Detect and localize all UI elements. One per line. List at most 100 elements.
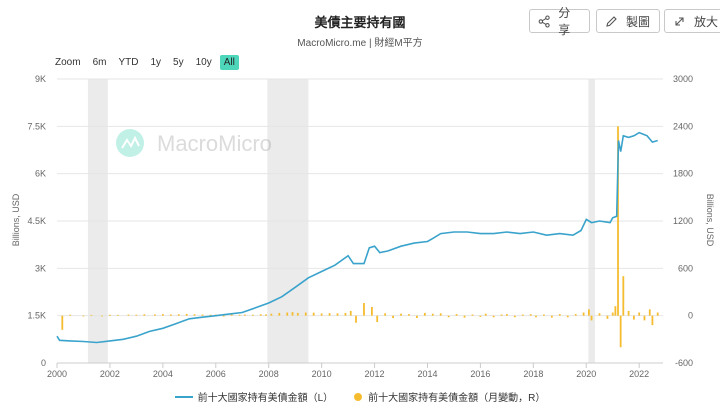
- bar: [529, 314, 532, 316]
- y-right-tick-label: 1800: [673, 169, 693, 179]
- bar: [251, 314, 254, 316]
- y-right-tick-label: 1200: [673, 216, 693, 226]
- zoom-10y[interactable]: 10y: [195, 57, 212, 68]
- bar: [185, 313, 188, 316]
- bar: [606, 315, 609, 319]
- bar: [243, 314, 246, 316]
- bar: [312, 312, 315, 316]
- macromicro-logo-icon: [116, 129, 144, 157]
- y-left-tick-label: 3K: [35, 263, 46, 273]
- zoom-6m[interactable]: 6m: [92, 57, 107, 68]
- y-left-tick-label: 6K: [35, 169, 46, 179]
- bar: [109, 314, 111, 316]
- bar: [656, 312, 659, 316]
- bar: [135, 314, 138, 316]
- x-tick-label: 2000: [47, 369, 67, 379]
- bar: [638, 312, 641, 316]
- bar: [574, 314, 577, 316]
- bar: [611, 312, 614, 316]
- pencil-icon: [606, 15, 617, 27]
- x-tick-label: 2018: [523, 369, 543, 379]
- y-right-tick-label: 3000: [673, 74, 693, 84]
- bar: [291, 312, 294, 316]
- bar: [278, 312, 281, 316]
- draw-label: 製圖: [626, 14, 651, 29]
- x-tick-label: 2004: [153, 369, 173, 379]
- y-right-tick-label: 0: [688, 311, 693, 321]
- bar: [622, 276, 625, 316]
- zoom-1y[interactable]: 1y: [150, 57, 162, 68]
- bar: [222, 315, 225, 317]
- y-left-tick-label: 7.5K: [27, 121, 46, 131]
- x-tick-label: 2012: [365, 369, 385, 379]
- bar: [265, 314, 267, 316]
- expand-icon: [675, 16, 684, 26]
- bar: [238, 314, 241, 316]
- bar: [423, 312, 426, 316]
- bar: [349, 310, 352, 316]
- bar: [627, 310, 630, 316]
- bar: [543, 314, 545, 316]
- bar: [371, 306, 373, 316]
- bar: [336, 313, 339, 316]
- y-left-tick-label: 0: [41, 358, 46, 368]
- bar: [209, 314, 212, 316]
- x-tick-label: 2006: [206, 369, 226, 379]
- bar: [154, 314, 156, 316]
- legend-item-line[interactable]: 前十大國家持有美債金額（L）: [174, 389, 334, 404]
- bar-series: [61, 126, 659, 348]
- bar: [598, 313, 601, 316]
- zoom-ytd[interactable]: YTD: [118, 57, 139, 68]
- bar: [643, 315, 646, 321]
- bar: [143, 314, 146, 316]
- bar: [161, 314, 164, 316]
- bar: [90, 314, 93, 316]
- bar: [550, 315, 553, 318]
- bar: [632, 315, 635, 320]
- y-axis-left-label: Billions, USD: [11, 193, 21, 246]
- bar: [648, 309, 651, 316]
- expand-button[interactable]: 放大: [664, 9, 720, 33]
- share-button[interactable]: 分享: [529, 6, 590, 37]
- bar: [363, 303, 365, 316]
- bar: [590, 315, 593, 321]
- bar: [492, 315, 495, 318]
- zoom-5y[interactable]: 5y: [173, 57, 184, 68]
- x-tick-label: 2002: [100, 369, 120, 379]
- legend-label-bar: 前十大國家持有美債金額（月變動，R）: [368, 393, 546, 404]
- bar: [376, 315, 379, 322]
- bar: [566, 315, 569, 318]
- x-tick-label: 2010: [312, 369, 332, 379]
- legend-label-line: 前十大國家持有美債金額（L）: [197, 393, 334, 404]
- y-right-tick-label: -600: [675, 358, 693, 368]
- draw-button[interactable]: 製圖: [596, 9, 660, 33]
- bar: [320, 313, 323, 316]
- bar: [471, 314, 474, 316]
- bar: [201, 314, 204, 316]
- bar: [101, 315, 103, 317]
- bar: [230, 314, 233, 316]
- bar: [286, 312, 289, 316]
- expand-label: 放大: [694, 14, 719, 29]
- y-axis-right: -600 0 600 1200 1800 2400 3000: [673, 74, 693, 368]
- bar: [614, 306, 617, 316]
- bar: [439, 313, 442, 316]
- zoom-selector: Zoom 6m YTD 1y 5y 10y All: [55, 55, 243, 70]
- x-tick-label: 2014: [417, 369, 437, 379]
- bar: [392, 315, 394, 319]
- line-path: [56, 131, 658, 344]
- bar: [296, 312, 299, 316]
- y-axis-right-label: Billions, USD: [705, 194, 715, 247]
- x-tick-label: 2020: [576, 369, 596, 379]
- line-series: [56, 131, 658, 344]
- bar: [177, 314, 180, 316]
- bar: [651, 315, 654, 326]
- legend-item-bar[interactable]: 前十大國家持有美債金額（月變動，R）: [353, 389, 545, 404]
- bar: [521, 314, 524, 316]
- bar: [408, 314, 410, 316]
- bar: [116, 314, 119, 316]
- bar: [61, 315, 64, 330]
- bar: [127, 314, 130, 316]
- zoom-all[interactable]: All: [219, 55, 239, 70]
